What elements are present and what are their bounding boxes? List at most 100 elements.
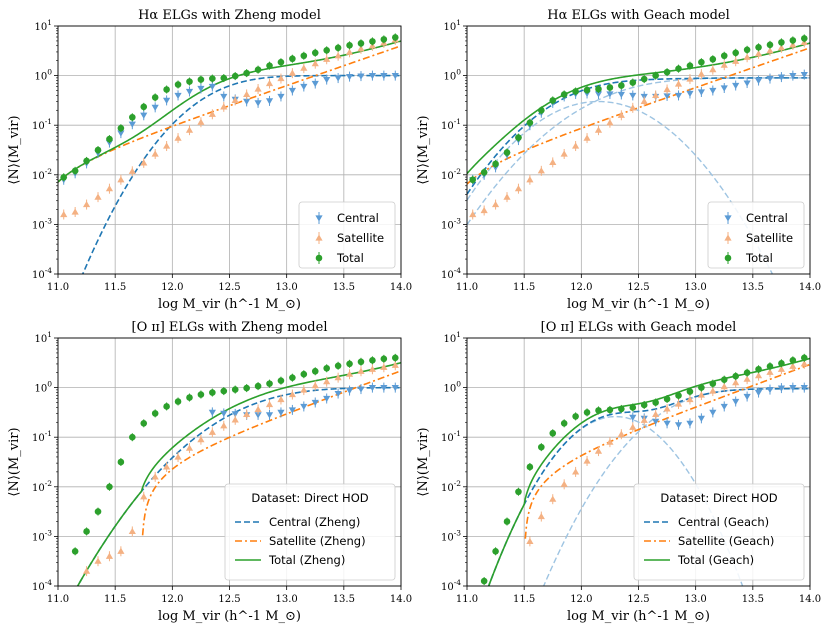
chart-panel-2: 11.0 11.5 12.0 12.5 13.0 13.5 14.010-410-310-2…	[416, 8, 821, 312]
tick-exponent: -4	[454, 578, 462, 587]
total-point	[732, 49, 739, 57]
tick-base: 10	[441, 532, 454, 543]
satellite-point	[323, 55, 331, 62]
tick-exponent: 0	[47, 68, 52, 77]
central-point	[674, 92, 683, 100]
total-point	[778, 359, 785, 367]
tick-base: 10	[443, 72, 456, 83]
central-point	[254, 100, 262, 107]
y-tick-label: 10-1	[441, 429, 461, 444]
satellite-point	[300, 386, 308, 393]
total-point	[732, 372, 739, 380]
total-point	[526, 119, 534, 127]
y-tick-label: 10-1	[441, 117, 461, 132]
central-point	[334, 390, 342, 398]
total-point	[606, 84, 614, 91]
x-tick-label: 13.0	[685, 594, 707, 605]
legend: Central Satellite Total	[298, 201, 396, 269]
total-point	[277, 377, 285, 384]
satellite-point	[243, 90, 251, 98]
y-tick-label: 10-4	[32, 578, 52, 593]
satellite-point	[743, 375, 751, 382]
central-point	[777, 385, 786, 392]
legend-label: Total	[745, 251, 773, 265]
central-point	[629, 92, 637, 100]
satellite-point	[514, 185, 523, 192]
total-point	[572, 413, 579, 420]
total-model-curve	[58, 40, 401, 183]
model-curves	[76, 361, 401, 586]
tick-exponent: -3	[454, 528, 462, 537]
central-point	[231, 411, 239, 418]
total-point	[209, 389, 216, 396]
satellite-point	[163, 142, 171, 149]
total-point	[231, 386, 239, 393]
satellite-point	[368, 365, 377, 372]
satellite-point	[674, 400, 683, 407]
total-point	[266, 62, 273, 69]
central-point	[697, 89, 705, 96]
x-tick-label: 11.0	[456, 282, 478, 293]
total-point	[743, 46, 751, 54]
satellite-point	[766, 47, 774, 54]
tick-base: 10	[34, 72, 47, 83]
central-point	[663, 93, 671, 100]
x-tick-label: 14.0	[390, 282, 412, 293]
x-tick-label: 11.5	[513, 282, 535, 293]
central-point	[663, 420, 671, 427]
x-tick-label: 14.0	[799, 282, 821, 293]
total-point	[652, 399, 659, 406]
tick-exponent: -3	[45, 528, 53, 537]
total-point	[538, 107, 545, 114]
satellite-point	[526, 176, 534, 183]
total-point	[220, 74, 228, 82]
tick-exponent: -1	[454, 429, 461, 438]
chart-panel-3: 11.0 11.5 12.0 12.5 13.0 13.5 14.010-410-310-2…	[7, 320, 412, 624]
satellite-point	[469, 210, 477, 218]
model-curves	[58, 40, 401, 274]
total-point	[94, 146, 102, 154]
axes-frame	[57, 25, 402, 275]
tick-exponent: -2	[45, 167, 53, 176]
central-point	[686, 420, 694, 427]
central-step-curve	[467, 77, 810, 226]
satellite-point	[572, 142, 580, 149]
x-tick-label: 12.0	[161, 282, 183, 293]
central-point	[754, 389, 763, 397]
satellite-point	[208, 110, 216, 117]
central-point	[185, 88, 194, 96]
chart-title: [O ɪɪ] ELGs with Geach model	[541, 320, 737, 335]
total-point	[686, 62, 694, 69]
total-point	[174, 398, 182, 405]
total-model-curve	[467, 42, 810, 175]
satellite-point	[117, 176, 125, 183]
tick-exponent: -3	[45, 216, 53, 225]
central-point	[743, 393, 751, 401]
satellite-point	[709, 387, 717, 394]
total-point	[289, 374, 296, 381]
total-point	[380, 355, 388, 363]
data-points	[60, 33, 399, 220]
total-point	[720, 376, 728, 383]
y-tick-label: 10-4	[441, 266, 461, 281]
y-tick-label: 101	[34, 18, 52, 33]
central-point	[197, 85, 205, 93]
satellite-point	[71, 208, 79, 215]
total-point	[549, 97, 557, 104]
satellite-point	[583, 457, 591, 464]
central-point	[674, 422, 683, 429]
total-point	[71, 547, 79, 555]
x-tick-label: 13.5	[333, 282, 355, 293]
satellite-point	[345, 370, 354, 377]
tick-base: 10	[441, 171, 454, 182]
satellite-point	[151, 473, 159, 480]
tick-base: 10	[441, 220, 454, 231]
satellite-point	[105, 185, 114, 192]
total-point	[323, 364, 330, 372]
total-point	[151, 410, 159, 417]
tick-exponent: 1	[47, 18, 52, 27]
satellite-point	[629, 423, 637, 430]
satellite-point	[503, 193, 511, 200]
central-point	[345, 387, 354, 395]
satellite-point	[277, 395, 285, 403]
